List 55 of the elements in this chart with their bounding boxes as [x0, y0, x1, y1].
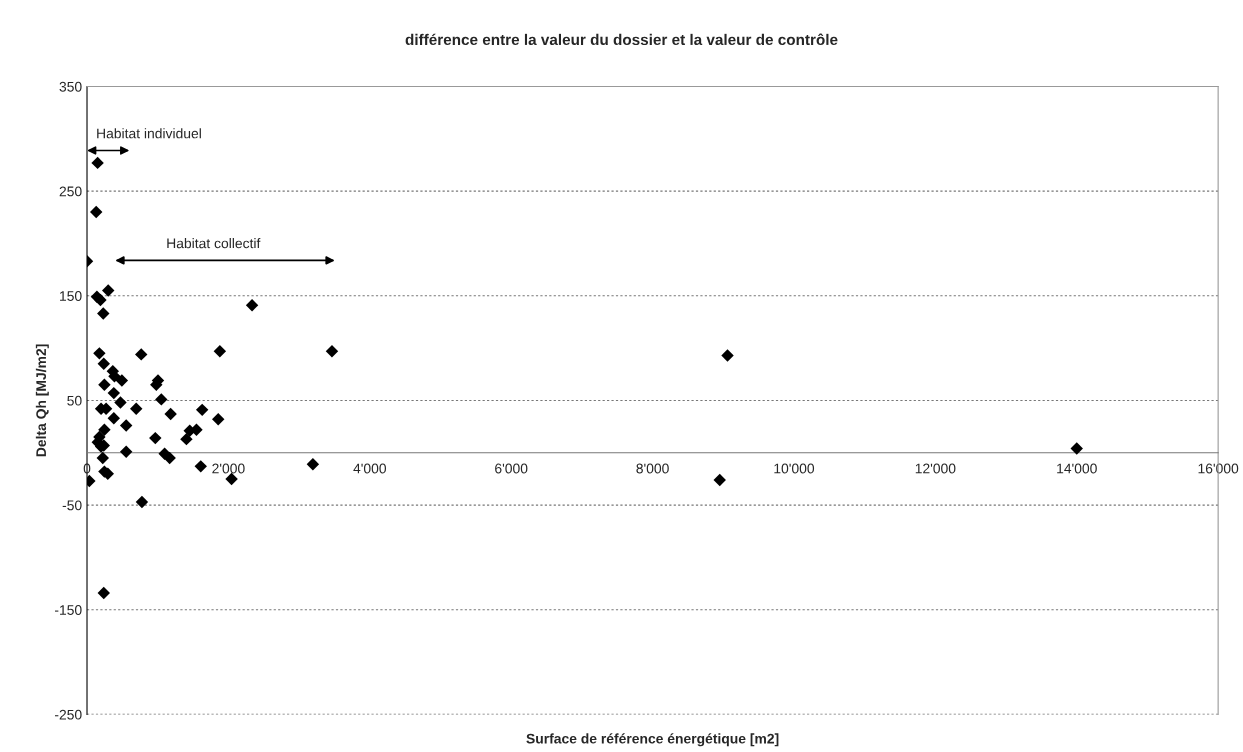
point: [135, 495, 149, 509]
point: [213, 345, 227, 358]
point: [91, 156, 104, 170]
y-axis-title: Delta Qh [MJ/m2]: [35, 344, 49, 457]
point: [98, 378, 111, 391]
x-tick-label: 4'000: [353, 463, 387, 474]
y-tick-label: -250: [54, 709, 82, 720]
point: [102, 284, 115, 297]
point: [721, 349, 734, 362]
point: [245, 298, 259, 312]
point: [325, 345, 339, 358]
point: [194, 460, 207, 473]
point: [212, 413, 225, 426]
point: [107, 412, 121, 425]
chart-title: différence entre la valeur du dossier et la valeur de contrôle: [405, 33, 838, 46]
y-tick-label: -150: [54, 605, 82, 615]
x-tick-label: 16'000: [1198, 463, 1239, 474]
y-tick-label: 150: [60, 291, 82, 301]
point: [164, 407, 177, 421]
x-axis-title: Surface de référence énergétique [m2]: [526, 733, 779, 747]
point: [163, 451, 176, 465]
x-tick-label: 6'000: [495, 463, 528, 474]
point: [97, 307, 110, 320]
x-tick-label: 12'000: [915, 463, 956, 474]
point: [713, 473, 726, 487]
point: [130, 402, 143, 416]
point: [98, 423, 111, 436]
annotation: Habitat collectif: [167, 238, 261, 249]
point: [149, 431, 162, 445]
point: [97, 586, 110, 600]
point: [96, 451, 109, 465]
point: [135, 348, 148, 361]
point: [93, 347, 106, 360]
point: [115, 374, 129, 387]
x-tick-label: 14'000: [1057, 463, 1097, 474]
y-tick-label: -50: [62, 500, 82, 511]
point: [306, 458, 320, 471]
point: [107, 386, 121, 400]
point: [89, 205, 103, 219]
point: [180, 432, 193, 446]
x-tick-label: 2'000: [212, 463, 245, 474]
point: [1070, 442, 1083, 455]
x-tick-label: 10'000: [774, 463, 815, 474]
y-tick-label: 350: [59, 81, 82, 92]
point: [119, 419, 133, 432]
point: [97, 357, 110, 371]
y-tick-label: 250: [59, 186, 82, 197]
y-tick-label: 50: [67, 395, 82, 406]
annotation: Habitat individuel: [97, 128, 201, 139]
point: [119, 445, 133, 458]
point: [195, 403, 209, 417]
point: [114, 396, 127, 409]
point: [94, 293, 107, 307]
x-tick-label: 8'000: [636, 463, 669, 474]
point: [155, 393, 168, 406]
